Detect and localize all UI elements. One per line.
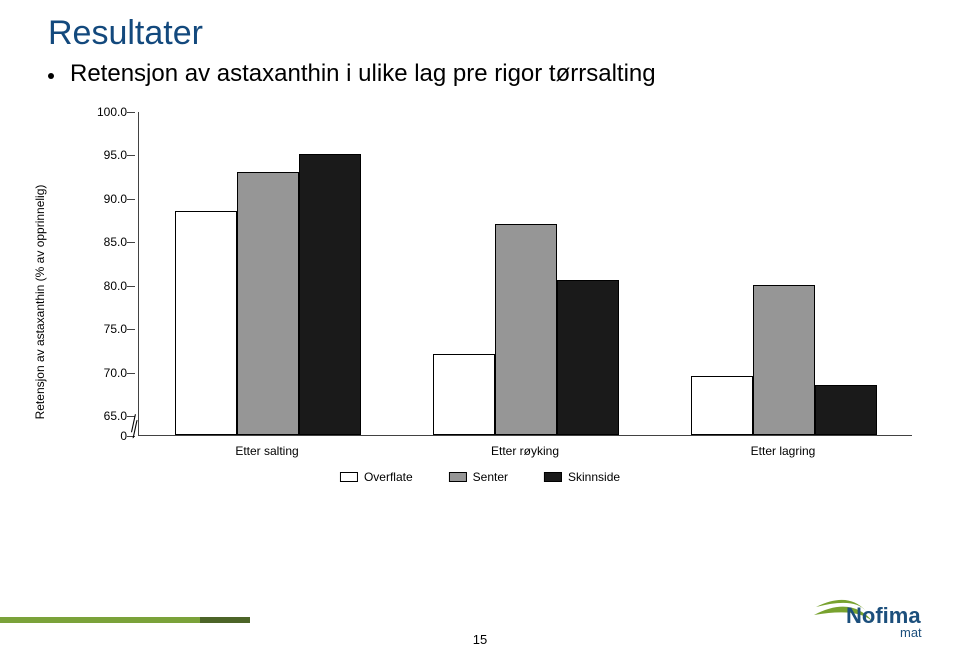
category-label: Etter salting bbox=[235, 444, 298, 458]
bar bbox=[237, 172, 299, 435]
bar bbox=[299, 154, 361, 435]
y-tick-label: 75.0 bbox=[104, 322, 127, 336]
y-axis-label: Retensjon av astaxanthin (% av opprinnel… bbox=[33, 185, 47, 420]
legend-item: Senter bbox=[449, 470, 508, 484]
category-label: Etter røyking bbox=[491, 444, 559, 458]
y-tick-label: 85.0 bbox=[104, 235, 127, 249]
legend-label: Senter bbox=[473, 470, 508, 484]
legend-swatch-icon bbox=[544, 472, 562, 482]
bar bbox=[815, 385, 877, 435]
nofima-logo: Nofima mat bbox=[812, 593, 932, 641]
y-tick bbox=[127, 286, 135, 287]
page-number: 15 bbox=[473, 632, 487, 647]
y-tick bbox=[127, 373, 135, 374]
legend-item: Overflate bbox=[340, 470, 413, 484]
chart-legend: Overflate Senter Skinnside bbox=[340, 468, 620, 486]
legend-swatch-icon bbox=[340, 472, 358, 482]
bullet-dot-icon bbox=[48, 73, 54, 79]
y-tick-label: 95.0 bbox=[104, 148, 127, 162]
y-tick-label: 90.0 bbox=[104, 192, 127, 206]
y-tick bbox=[127, 199, 135, 200]
logo-text-sub: mat bbox=[900, 625, 922, 640]
y-tick bbox=[127, 155, 135, 156]
y-tick-label: 70.0 bbox=[104, 366, 127, 380]
category-label: Etter lagring bbox=[751, 444, 816, 458]
y-tick-label: 100.0 bbox=[97, 105, 127, 119]
footer-accent-bar bbox=[0, 617, 250, 623]
retention-chart: Retensjon av astaxanthin (% av opprinnel… bbox=[48, 112, 912, 492]
y-tick bbox=[127, 242, 135, 243]
bullet-text: Retensjon av astaxanthin i ulike lag pre… bbox=[70, 60, 656, 88]
y-tick-label: 80.0 bbox=[104, 279, 127, 293]
y-tick-label: 0 bbox=[120, 429, 127, 443]
y-tick-label: 65.0 bbox=[104, 409, 127, 423]
bar bbox=[175, 211, 237, 435]
legend-swatch-icon bbox=[449, 472, 467, 482]
bar bbox=[495, 224, 557, 435]
y-tick bbox=[127, 112, 135, 113]
plot-area: 065.070.075.080.085.090.095.0100.0 bbox=[138, 112, 912, 436]
bar bbox=[691, 376, 753, 435]
legend-label: Skinnside bbox=[568, 470, 620, 484]
bar bbox=[557, 280, 619, 435]
page-title: Resultater bbox=[48, 14, 203, 53]
legend-label: Overflate bbox=[364, 470, 413, 484]
bar bbox=[433, 354, 495, 435]
legend-item: Skinnside bbox=[544, 470, 620, 484]
bar bbox=[753, 285, 815, 435]
bullet-row: Retensjon av astaxanthin i ulike lag pre… bbox=[48, 60, 656, 88]
y-tick bbox=[127, 329, 135, 330]
